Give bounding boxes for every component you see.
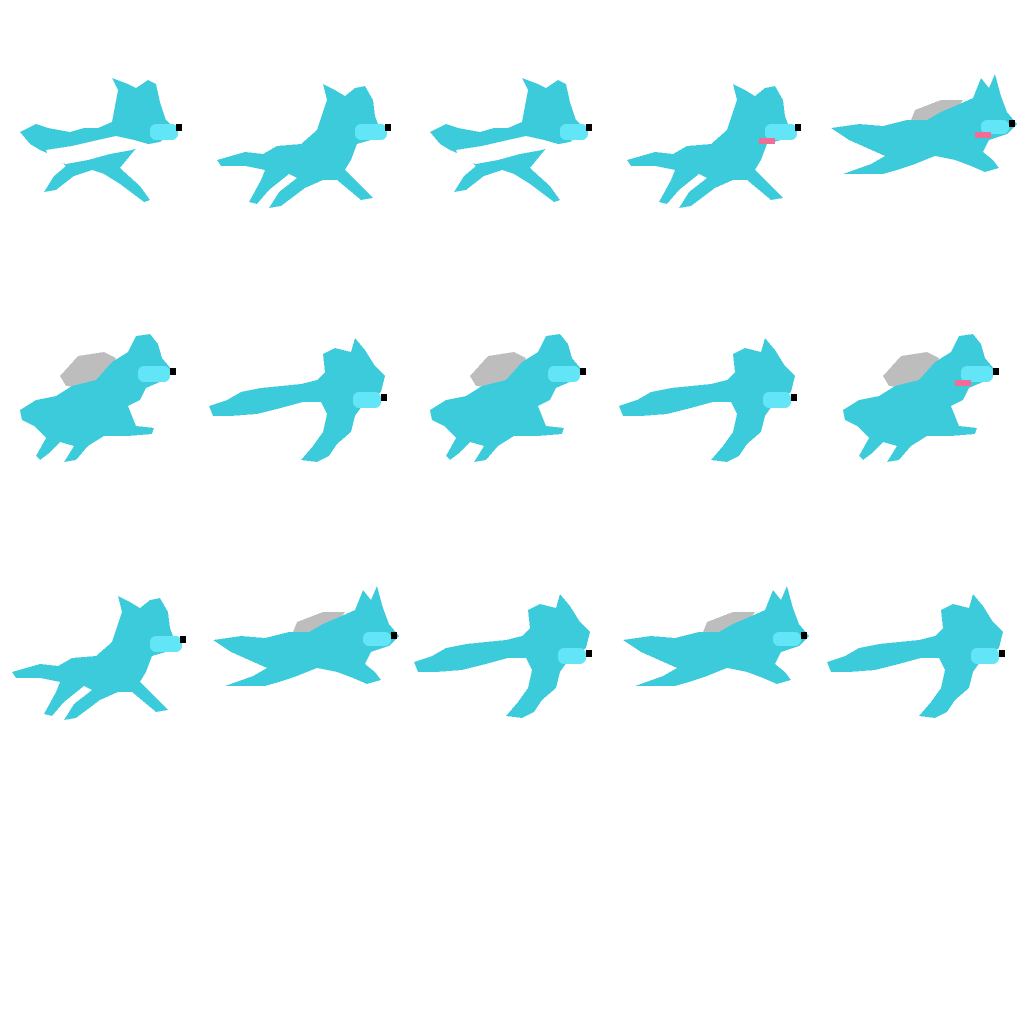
wolf-body <box>414 594 590 718</box>
wolf-body <box>623 586 809 686</box>
wolf-body <box>430 334 582 462</box>
wolf-frame-9 <box>615 296 820 552</box>
wolf-sprite-icon <box>12 596 186 720</box>
wolf-nose <box>170 368 176 375</box>
wolf-frame-8 <box>410 296 615 552</box>
wolf-muzzle <box>355 124 387 140</box>
wolf-muzzle <box>150 636 182 652</box>
wolf-tongue <box>759 138 775 144</box>
wolf-muzzle <box>150 124 178 140</box>
wolf-sprite-icon <box>627 84 801 208</box>
wolf-nose <box>385 124 391 131</box>
wolf-body <box>12 596 176 720</box>
wolf-sprite-icon <box>20 334 176 462</box>
wolf-body <box>831 74 1017 174</box>
wolf-nose <box>586 124 592 131</box>
wolf-nose <box>801 632 807 639</box>
wolf-body <box>20 334 172 462</box>
wolf-nose <box>391 632 397 639</box>
wolf-sprite-icon <box>619 338 797 462</box>
wolf-nose <box>180 636 186 643</box>
wolf-frame-13 <box>410 552 615 808</box>
wolf-body <box>843 334 995 462</box>
wolf-nose <box>1009 120 1015 127</box>
wolf-nose <box>176 124 182 131</box>
wolf-highlight <box>46 136 148 164</box>
wolf-nose <box>381 394 387 401</box>
wolf-body <box>627 84 791 208</box>
wolf-nose <box>999 650 1005 657</box>
wolf-muzzle <box>548 366 580 382</box>
wolf-sprite-icon <box>217 84 391 208</box>
wolf-muzzle <box>560 124 588 140</box>
wolf-muzzle <box>353 392 381 408</box>
wolf-frame-1 <box>0 40 205 296</box>
wolf-sprite-icon <box>414 594 592 718</box>
wolf-frame-4 <box>615 40 820 296</box>
wolf-frame-7 <box>205 296 410 552</box>
wolf-body <box>213 586 399 686</box>
wolf-tongue <box>955 380 971 386</box>
wolf-nose <box>586 650 592 657</box>
wolf-sprite-icon <box>623 586 809 686</box>
wolf-sprite-icon <box>843 334 999 462</box>
wolf-tongue <box>975 132 991 138</box>
wolf-muzzle <box>981 120 1009 134</box>
wolf-frame-3 <box>410 40 615 296</box>
wolf-sprite-icon <box>827 594 1005 718</box>
wolf-muzzle <box>138 366 170 382</box>
wolf-frame-11 <box>0 552 205 808</box>
wolf-muzzle <box>773 632 801 646</box>
wolf-nose <box>795 124 801 131</box>
wolf-sprite-icon <box>430 334 586 462</box>
wolf-sprite-icon <box>831 74 1017 174</box>
wolf-frame-14 <box>615 552 820 808</box>
wolf-body <box>209 338 385 462</box>
wolf-frame-2 <box>205 40 410 296</box>
wolf-frame-15 <box>823 552 1024 808</box>
wolf-sprite-icon <box>20 78 182 202</box>
wolf-muzzle <box>363 632 391 646</box>
wolf-body <box>619 338 795 462</box>
wolf-muzzle <box>763 392 791 408</box>
wolf-sprite-icon <box>430 78 592 202</box>
wolf-sprite-icon <box>209 338 387 462</box>
wolf-sprite-icon <box>213 586 399 686</box>
wolf-nose <box>993 368 999 375</box>
wolf-muzzle <box>971 648 999 664</box>
wolf-body <box>827 594 1003 718</box>
wolf-muzzle <box>558 648 586 664</box>
wolf-frame-12 <box>205 552 410 808</box>
wolf-muzzle <box>961 366 993 382</box>
wolf-highlight <box>456 136 558 164</box>
wolf-nose <box>580 368 586 375</box>
wolf-muzzle <box>765 124 797 140</box>
wolf-nose <box>791 394 797 401</box>
wolf-frame-5 <box>823 40 1024 296</box>
wolf-frame-10 <box>823 296 1024 552</box>
wolf-frame-6 <box>0 296 205 552</box>
wolf-body <box>217 84 381 208</box>
